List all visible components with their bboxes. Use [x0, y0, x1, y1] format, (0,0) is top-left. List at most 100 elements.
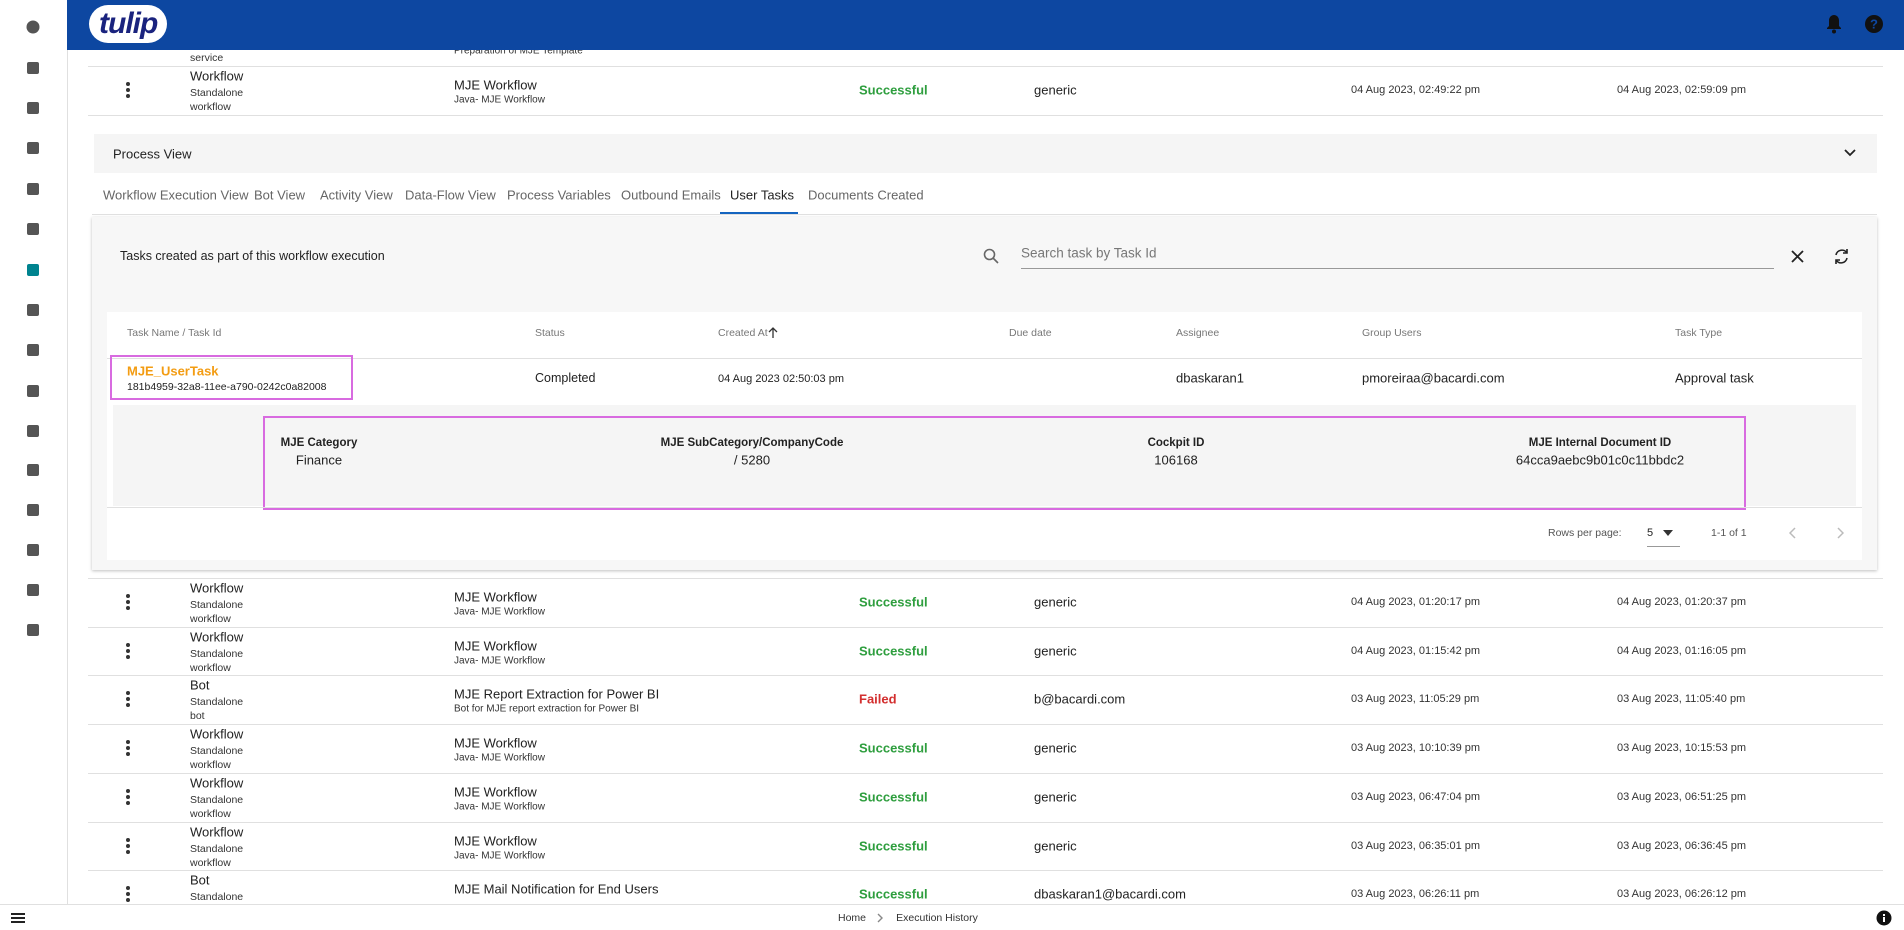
- column-header[interactable]: Task Name / Task Id: [127, 327, 222, 339]
- column-header[interactable]: Status: [535, 327, 565, 339]
- process-view-title: Process View: [113, 146, 192, 162]
- rows-per-page[interactable]: 5: [1647, 527, 1654, 539]
- tab[interactable]: Activity View: [320, 187, 393, 203]
- row-kind: Workflow: [190, 726, 244, 742]
- nav-icon[interactable]: [26, 623, 40, 637]
- tab[interactable]: Workflow Execution View: [103, 187, 249, 203]
- top-bar: tulip ?: [67, 0, 1904, 50]
- row-menu[interactable]: [125, 594, 131, 610]
- row-divider: [88, 578, 1883, 579]
- menu-icon[interactable]: [11, 912, 25, 924]
- tab[interactable]: Process Variables: [507, 187, 611, 203]
- row-menu[interactable]: [125, 788, 131, 805]
- detail-value: / 5280: [733, 452, 771, 468]
- row-user: generic: [1034, 594, 1077, 610]
- task-name[interactable]: MJE_UserTask: [127, 363, 219, 379]
- row-description: Java- MJE Workflow: [454, 801, 545, 813]
- column-header[interactable]: Task Type: [1675, 327, 1723, 339]
- rows-underline: [1647, 546, 1680, 547]
- row-sub1: Standalone: [190, 842, 244, 855]
- row-ended: 04 Aug 2023, 01:16:05 pm: [1617, 644, 1747, 657]
- nav-icon[interactable]: [26, 182, 40, 196]
- row-kind: Workflow: [190, 580, 244, 596]
- row-sub2: workflow: [190, 661, 231, 674]
- row-menu[interactable]: [125, 691, 131, 708]
- dropdown-icon[interactable]: [1663, 530, 1673, 536]
- row-menu[interactable]: [125, 886, 131, 903]
- row-sub1: Standalone: [190, 599, 244, 611]
- row-status: Failed: [859, 691, 897, 707]
- row-divider: [88, 821, 1883, 823]
- column-header[interactable]: Due date: [1009, 327, 1052, 339]
- nav-icon[interactable]: [26, 141, 40, 155]
- row-user: generic: [1034, 789, 1077, 805]
- row-sub2: workflow: [190, 101, 231, 113]
- nav-icon[interactable]: [26, 384, 40, 398]
- task-group: pmoreiraa@bacardi.com: [1362, 370, 1505, 386]
- detail-label: Cockpit ID: [1147, 437, 1205, 449]
- nav-icon[interactable]: [26, 543, 40, 557]
- nav-icon[interactable]: [26, 503, 40, 517]
- nav-icon[interactable]: [26, 343, 40, 357]
- column-header[interactable]: Created At: [718, 327, 768, 339]
- row-started: 03 Aug 2023, 06:47:04 pm: [1351, 790, 1481, 803]
- column-header[interactable]: Group Users: [1362, 327, 1422, 339]
- row-kind: Workflow: [190, 629, 244, 645]
- details-divider: [107, 507, 1862, 508]
- search-input[interactable]: Search task by Task Id: [1021, 245, 1157, 261]
- task-type: Approval task: [1675, 370, 1754, 386]
- row-ended: 03 Aug 2023, 06:51:25 pm: [1617, 790, 1747, 803]
- column-header[interactable]: Assignee: [1176, 327, 1220, 339]
- tab[interactable]: User Tasks: [730, 187, 795, 203]
- nav-icon[interactable]: [26, 263, 40, 277]
- tab[interactable]: Outbound Emails: [621, 187, 721, 203]
- svg-text:?: ?: [1870, 17, 1878, 32]
- row-status: Successful: [859, 594, 928, 610]
- tab[interactable]: Documents Created: [808, 187, 924, 203]
- nav-icon[interactable]: [26, 303, 40, 317]
- tab[interactable]: Data-Flow View: [405, 187, 496, 203]
- logo[interactable]: tulip: [89, 5, 168, 43]
- collapse-icon[interactable]: [1843, 148, 1857, 158]
- row-menu[interactable]: [125, 642, 131, 659]
- nav-icon[interactable]: [26, 463, 40, 477]
- row-description: Preparation of MJE Template: [454, 45, 583, 57]
- row-menu[interactable]: [125, 82, 131, 98]
- help-icon[interactable]: ?: [1864, 14, 1884, 34]
- prev-page[interactable]: [1789, 527, 1797, 539]
- nav-icon[interactable]: [26, 424, 40, 438]
- nav-icon[interactable]: [26, 20, 40, 34]
- row-menu[interactable]: [125, 837, 131, 854]
- row-menu[interactable]: [125, 740, 131, 757]
- row-description: Java- MJE Workflow: [454, 94, 545, 106]
- row-kind: Bot: [190, 872, 210, 888]
- row-ended: 04 Aug 2023, 01:20:37 pm: [1617, 596, 1747, 608]
- row-name: MJE Workflow: [454, 735, 537, 751]
- row-sub1: Standalone: [190, 793, 244, 806]
- row-name: MJE Mail Notification for End Users: [454, 881, 659, 897]
- detail-label: MJE Internal Document ID: [1528, 437, 1672, 449]
- row-status: Successful: [859, 643, 928, 659]
- row-name: MJE Workflow: [454, 77, 537, 93]
- row-user: generic: [1034, 740, 1077, 756]
- tab[interactable]: Bot View: [254, 187, 306, 203]
- nav-icon[interactable]: [26, 222, 40, 236]
- task-assignee: dbaskaran1: [1176, 370, 1244, 386]
- breadcrumb[interactable]: Home: [837, 912, 867, 924]
- row-kind: Workflow: [190, 68, 244, 84]
- info-icon[interactable]: [1876, 910, 1892, 926]
- detail-label: MJE SubCategory/CompanyCode: [660, 437, 844, 449]
- row-status: Successful: [859, 82, 928, 98]
- header-divider: [107, 358, 1862, 359]
- row-started: 03 Aug 2023, 06:35:01 pm: [1351, 839, 1481, 852]
- refresh-icon[interactable]: [1833, 248, 1850, 265]
- row-kind: Workflow: [190, 824, 244, 839]
- nav-icon[interactable]: [26, 61, 40, 75]
- row-name: MJE Workflow: [454, 784, 537, 800]
- nav-icon[interactable]: [26, 583, 40, 597]
- clear-icon[interactable]: [1791, 250, 1804, 263]
- nav-icon[interactable]: [26, 101, 40, 115]
- row-sub2: workflow: [190, 613, 231, 625]
- next-page[interactable]: [1836, 527, 1844, 539]
- notifications-icon[interactable]: [1825, 14, 1843, 34]
